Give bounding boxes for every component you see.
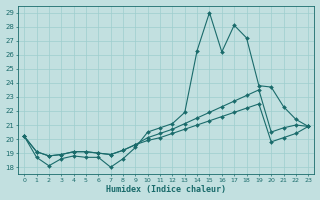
X-axis label: Humidex (Indice chaleur): Humidex (Indice chaleur) — [106, 185, 226, 194]
